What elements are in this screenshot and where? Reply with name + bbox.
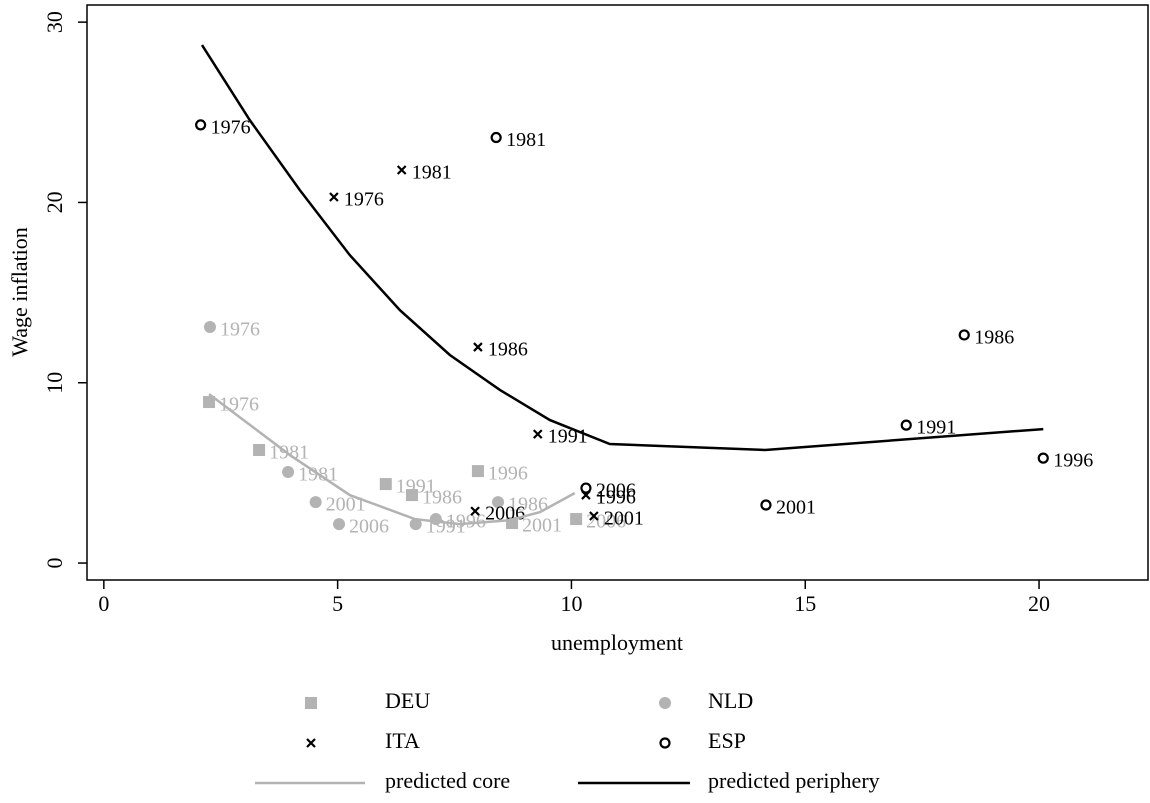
- legend-marker: [659, 697, 671, 709]
- point: [195, 119, 207, 131]
- point-label: 2006: [349, 516, 389, 538]
- y-tick-label: 30: [42, 11, 67, 33]
- point-label: 1976: [211, 116, 251, 138]
- point-label: 1986: [508, 494, 548, 516]
- fit-line: [208, 393, 576, 526]
- point: [203, 396, 216, 409]
- legend-label: ESP: [708, 728, 746, 753]
- point-label: 2001: [604, 508, 644, 530]
- point-label: 1991: [548, 426, 588, 448]
- legend-label: NLD: [708, 688, 753, 713]
- fit-line: [200, 44, 1044, 452]
- point: [532, 429, 543, 439]
- legend-marker: [659, 737, 671, 749]
- y-tick-label: 10: [42, 372, 67, 394]
- point: [900, 419, 912, 431]
- legend-label: DEU: [385, 688, 430, 713]
- point: [589, 511, 599, 521]
- y-axis-label: Wage inflation: [7, 227, 32, 357]
- point-label: 1996: [446, 511, 486, 533]
- point-label: 1986: [488, 339, 528, 361]
- point: [580, 482, 592, 494]
- point: [490, 131, 502, 144]
- legend-label: predicted periphery: [708, 768, 880, 793]
- point-label: 1981: [506, 129, 546, 151]
- point: [570, 513, 583, 526]
- x-tick-label: 10: [560, 591, 582, 616]
- point-label: 2006: [586, 511, 626, 533]
- legend-marker: [305, 697, 317, 709]
- y-tick-label: 0: [42, 558, 67, 569]
- x-axis-label: unemployment: [551, 630, 683, 655]
- point: [1037, 452, 1049, 464]
- point: [379, 478, 392, 491]
- point: [396, 165, 407, 175]
- point-label: 2001: [776, 497, 816, 519]
- point-label: 1986: [974, 327, 1014, 349]
- point: [405, 489, 418, 502]
- point-label: 1991: [396, 476, 436, 498]
- point: [429, 513, 442, 526]
- point: [253, 443, 266, 456]
- point-label: 2001: [326, 494, 366, 516]
- point-label: 1986: [422, 487, 462, 509]
- legend-label: predicted core: [385, 768, 510, 793]
- point-label: 1976: [220, 319, 260, 341]
- point-label: 1996: [596, 487, 636, 509]
- x-tick-label: 20: [1028, 591, 1050, 616]
- x-tick-label: 0: [98, 591, 109, 616]
- y-tick-label: 20: [42, 191, 67, 213]
- point: [473, 342, 483, 352]
- legend-label: ITA: [385, 728, 420, 753]
- point-label: 1996: [1053, 450, 1093, 472]
- point: [760, 499, 772, 511]
- point: [282, 465, 295, 478]
- point: [203, 321, 216, 334]
- point-label: 1976: [344, 189, 384, 211]
- point: [958, 329, 970, 341]
- x-tick-label: 15: [794, 591, 816, 616]
- point: [329, 192, 339, 202]
- point-label: 2006: [596, 480, 636, 502]
- point: [492, 496, 505, 509]
- point-label: 1981: [412, 162, 452, 184]
- point-label: 2001: [522, 515, 562, 537]
- point: [471, 465, 484, 478]
- point-label: 1991: [916, 417, 956, 439]
- point-label: 1996: [488, 463, 528, 485]
- point: [309, 496, 322, 509]
- point: [470, 506, 480, 516]
- x-tick-label: 5: [332, 591, 343, 616]
- point: [333, 518, 346, 531]
- plot-frame: [86, 4, 1149, 581]
- legend-marker: [306, 738, 316, 748]
- point: [409, 518, 422, 531]
